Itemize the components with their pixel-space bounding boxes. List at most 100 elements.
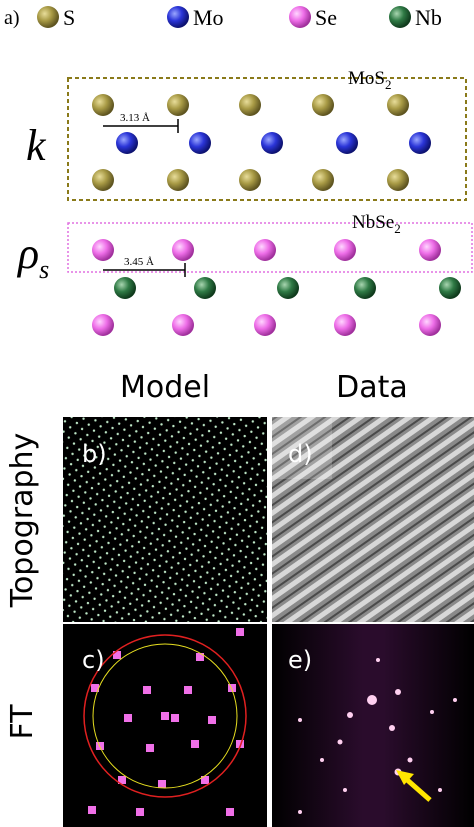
ft-spot <box>191 740 199 748</box>
data-topography <box>272 417 474 622</box>
ft-spot <box>124 714 132 722</box>
arrow <box>396 770 432 802</box>
atom <box>387 94 409 116</box>
ft-spot <box>161 712 169 720</box>
atom <box>172 239 194 261</box>
atom <box>277 277 299 299</box>
atom <box>387 169 409 191</box>
atom <box>419 239 441 261</box>
ft-spot <box>430 710 434 714</box>
atom <box>167 169 189 191</box>
ft-spot <box>143 686 151 694</box>
atom <box>92 94 114 116</box>
atom <box>92 314 114 336</box>
atom <box>419 314 441 336</box>
panel-label: a) <box>4 7 20 29</box>
layer-name: MoS2 <box>348 68 391 92</box>
atom <box>239 169 261 191</box>
atom <box>92 239 114 261</box>
ft-spot <box>201 776 209 784</box>
row-title: Topography <box>5 433 40 609</box>
ft-spot <box>158 780 166 788</box>
ft-spot <box>376 658 380 662</box>
legend-marker <box>37 6 59 28</box>
atom <box>172 314 194 336</box>
atom <box>116 132 138 154</box>
ft-spot <box>136 808 144 816</box>
row-title: FT <box>5 704 40 740</box>
atom <box>239 94 261 116</box>
ft-spot <box>298 810 302 814</box>
layer-name: NbSe2 <box>352 212 401 236</box>
ft-spot <box>226 808 234 816</box>
ft-spot <box>184 686 192 694</box>
scale-label: 3.45 Å <box>124 256 154 268</box>
ft-spot <box>236 740 244 748</box>
ft-spot <box>347 712 353 718</box>
inset <box>272 417 332 479</box>
ft-spot <box>236 628 244 636</box>
column-title: Model <box>120 370 210 405</box>
atom <box>312 169 334 191</box>
atom <box>254 314 276 336</box>
ft-spot <box>337 739 343 745</box>
atom <box>92 169 114 191</box>
mos2-box <box>67 77 467 201</box>
ft-spot <box>228 684 236 692</box>
ring <box>92 643 238 789</box>
legend-label: S <box>63 5 75 30</box>
legend-marker <box>167 6 189 28</box>
scale-label: 3.13 Å <box>120 112 150 124</box>
atom <box>334 239 356 261</box>
ft-spot <box>343 788 347 792</box>
atom <box>334 314 356 336</box>
atom <box>254 239 276 261</box>
atom <box>354 277 376 299</box>
legend-label: Se <box>315 5 337 30</box>
legend-label: Mo <box>193 5 224 30</box>
atoms <box>92 94 461 336</box>
layer-symbol: ρs <box>16 229 49 284</box>
ft-spot <box>171 714 179 722</box>
ft-spot <box>407 757 413 763</box>
atom <box>439 277 461 299</box>
ft-spot <box>113 651 121 659</box>
ft-spot <box>118 776 126 784</box>
panel-label: b) <box>82 440 107 468</box>
ft-spot <box>389 725 395 731</box>
atom <box>312 94 334 116</box>
legend: S Mo Se Nb <box>37 5 442 30</box>
ring <box>83 634 247 798</box>
atom <box>336 132 358 154</box>
nbse2-box <box>67 222 473 273</box>
column-title: Data <box>336 370 408 405</box>
panel-label: e) <box>288 646 312 674</box>
model-ft <box>63 624 267 827</box>
atom <box>189 132 211 154</box>
ft-spot <box>91 684 99 692</box>
data-ft <box>272 624 474 827</box>
ft-spot <box>208 716 216 724</box>
panel-label: d) <box>288 440 313 468</box>
layer-symbol: k <box>26 121 47 170</box>
ft-spot <box>453 698 457 702</box>
atom <box>261 132 283 154</box>
legend-label: Nb <box>415 5 442 30</box>
ft-spot <box>96 742 104 750</box>
legend-marker <box>389 6 411 28</box>
atom <box>409 132 431 154</box>
atom <box>194 277 216 299</box>
ft-spot <box>298 718 302 722</box>
legend-marker <box>289 6 311 28</box>
panel-label: c) <box>82 646 105 674</box>
ft-spot <box>88 806 96 814</box>
ft-spot <box>320 758 324 762</box>
ft-spot <box>367 695 377 705</box>
ft-spot <box>395 689 401 695</box>
atom <box>114 277 136 299</box>
scale-bar <box>103 119 186 277</box>
ft-spot <box>196 653 204 661</box>
atom <box>167 94 189 116</box>
ft-spot <box>146 744 154 752</box>
